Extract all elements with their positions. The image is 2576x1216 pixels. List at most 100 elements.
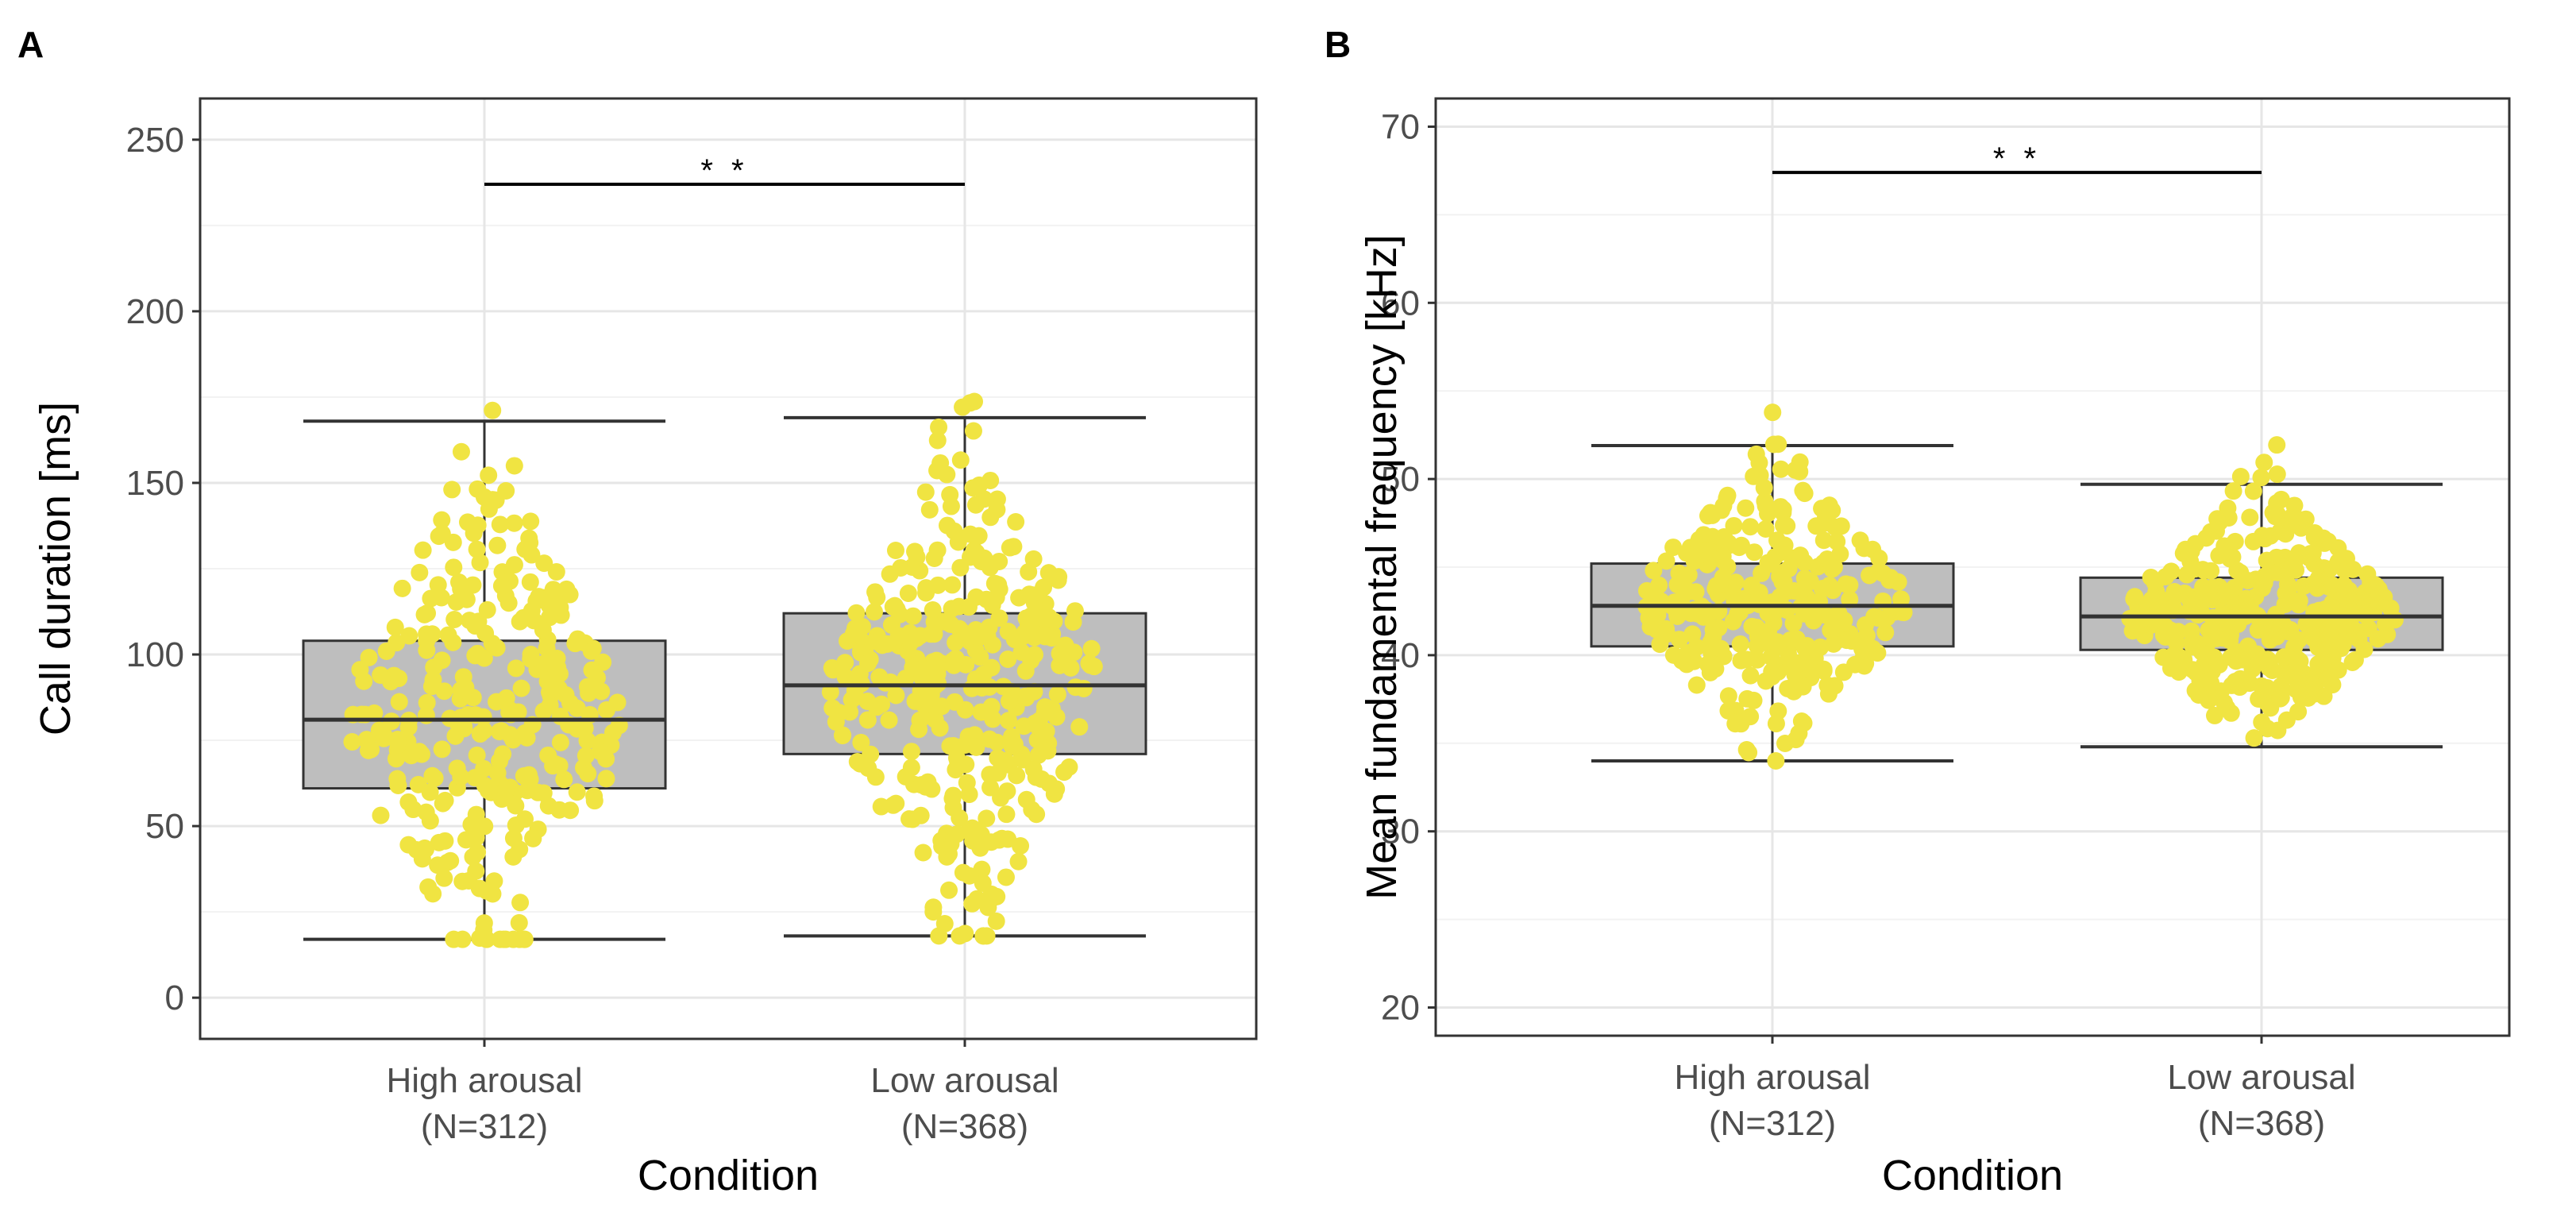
data-point xyxy=(433,524,451,542)
data-point xyxy=(910,720,928,739)
data-point xyxy=(913,669,931,687)
data-point xyxy=(540,596,558,615)
data-point xyxy=(1741,518,1760,536)
data-point xyxy=(485,872,503,890)
panel-letter: B xyxy=(1325,24,1351,65)
data-point xyxy=(2335,576,2353,594)
data-point xyxy=(1763,662,1781,681)
data-point xyxy=(956,701,974,719)
data-point xyxy=(2279,583,2297,601)
data-point xyxy=(468,746,486,764)
data-point xyxy=(2286,508,2304,527)
data-point xyxy=(2185,560,2204,578)
data-point xyxy=(577,747,595,765)
data-point xyxy=(1750,454,1768,472)
data-point xyxy=(1687,638,1706,656)
data-point xyxy=(1838,631,1856,650)
data-point xyxy=(1778,517,1796,535)
data-point xyxy=(2204,591,2222,609)
data-point xyxy=(357,731,376,749)
data-point xyxy=(2231,467,2250,485)
data-point xyxy=(997,805,1016,824)
panel-letter: A xyxy=(17,24,44,65)
data-point xyxy=(1714,569,1732,587)
data-point xyxy=(2137,600,2155,619)
data-point xyxy=(2150,614,2168,632)
data-point xyxy=(2285,637,2304,655)
data-point xyxy=(1781,631,1799,649)
data-point xyxy=(522,512,540,531)
data-point xyxy=(1074,679,1093,697)
data-point xyxy=(608,693,627,712)
data-point xyxy=(911,562,929,580)
data-point xyxy=(999,712,1017,730)
data-point xyxy=(1741,666,1760,685)
y-tick-label: 50 xyxy=(1381,460,1420,499)
data-point xyxy=(1772,460,1790,478)
data-point xyxy=(580,684,598,702)
data-point xyxy=(430,833,448,851)
data-point xyxy=(971,648,989,666)
data-point xyxy=(516,810,534,828)
data-point xyxy=(987,589,1005,607)
data-point xyxy=(1870,549,1888,567)
data-point xyxy=(534,702,553,720)
data-point xyxy=(511,612,529,631)
data-point xyxy=(477,930,496,948)
data-point xyxy=(507,797,525,815)
data-point xyxy=(964,479,982,497)
data-point xyxy=(400,627,418,645)
data-point xyxy=(418,604,437,623)
data-point xyxy=(474,708,492,726)
data-point xyxy=(422,677,441,696)
y-axis-title: Mean fundamental frequency [kHz] xyxy=(1358,234,1406,899)
data-point xyxy=(471,725,489,743)
data-point xyxy=(966,496,985,514)
data-point xyxy=(1791,546,1810,565)
significance-label: * * xyxy=(1993,141,2041,176)
data-point xyxy=(2306,524,2324,542)
data-point xyxy=(343,733,361,751)
data-point xyxy=(1066,602,1084,620)
data-point xyxy=(1865,608,1884,626)
data-point xyxy=(2358,565,2377,583)
data-point xyxy=(935,915,954,933)
data-point xyxy=(521,573,539,591)
data-point xyxy=(1702,633,1720,651)
data-point xyxy=(1070,718,1089,736)
data-point xyxy=(836,654,854,672)
data-point xyxy=(457,831,475,849)
data-point xyxy=(959,598,978,616)
data-point xyxy=(1851,531,1869,550)
data-point xyxy=(981,766,999,784)
data-point xyxy=(1762,648,1780,666)
data-point xyxy=(582,642,600,660)
x-tick-count: (N=368) xyxy=(901,1107,1028,1146)
data-point xyxy=(2289,676,2308,694)
data-point xyxy=(435,869,453,887)
data-point xyxy=(475,914,493,932)
data-point xyxy=(1664,646,1683,664)
data-point xyxy=(476,817,494,836)
y-tick-label: 250 xyxy=(126,121,184,160)
data-point xyxy=(1861,566,1879,585)
y-tick-label: 40 xyxy=(1381,636,1420,675)
data-point xyxy=(413,850,431,868)
data-point xyxy=(529,783,547,801)
x-tick-label: High arousal xyxy=(386,1061,582,1100)
data-point xyxy=(2277,711,2296,729)
y-tick-label: 150 xyxy=(126,464,184,503)
data-point xyxy=(414,541,432,559)
data-point xyxy=(858,711,877,729)
data-point xyxy=(388,733,407,751)
data-point xyxy=(460,871,478,890)
data-point xyxy=(1719,687,1737,705)
data-point xyxy=(2316,600,2335,618)
data-point xyxy=(1706,660,1725,678)
data-point xyxy=(1680,582,1699,600)
data-point xyxy=(928,541,947,559)
x-tick-count: (N=368) xyxy=(2198,1104,2325,1143)
data-point xyxy=(947,650,965,668)
data-point xyxy=(439,626,457,644)
x-tick-label: Low arousal xyxy=(2167,1058,2355,1097)
